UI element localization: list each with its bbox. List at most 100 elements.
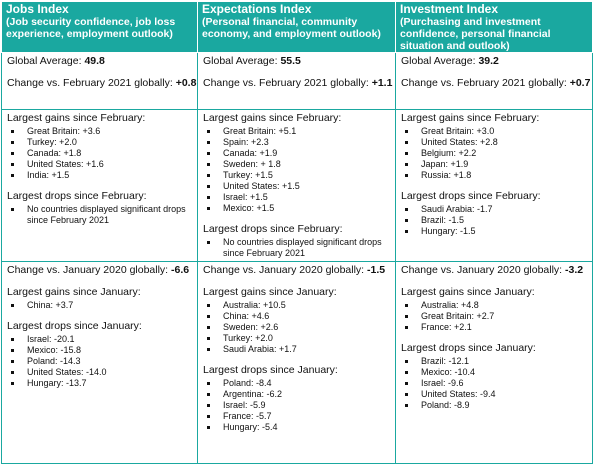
list-item: Saudi Arabia: -1.7: [403, 204, 587, 215]
february-change-label: Change vs. February 2021 globally:: [401, 77, 567, 89]
list-item: United States: +1.5: [205, 181, 390, 192]
list-item: France: -5.7: [205, 411, 390, 422]
list-item: Hungary: -13.7: [9, 378, 192, 389]
jan-gains-list: Australia: +4.8 Great Britain: +2.7 France…: [401, 300, 587, 333]
january-changes-row: Change vs. January 2020 globally: -6.6 La…: [1, 261, 593, 464]
list-item: United States: -9.4: [403, 389, 587, 400]
feb-drops-list: No countries displayed significant drops…: [203, 237, 390, 259]
list-item: France: +2.1: [403, 322, 587, 333]
global-average-label: Global Average:: [203, 55, 278, 67]
list-item: Canada: +1.8: [9, 148, 192, 159]
list-item: Israel: -5.9: [205, 400, 390, 411]
jan-drops-heading: Largest drops since January:: [203, 364, 338, 376]
index-title: Investment Index: [400, 2, 499, 16]
expectations-summary-cell: Global Average: 55.5 Change vs. February …: [197, 52, 396, 110]
list-item: Saudi Arabia: +1.7: [205, 344, 390, 355]
list-item: Japan: +1.9: [403, 159, 587, 170]
feb-gains-heading: Largest gains since February:: [401, 112, 540, 124]
header-row: Jobs Index (Job security confidence, job…: [1, 1, 593, 53]
list-item: Brazil: -12.1: [403, 356, 587, 367]
february-change-value: +0.8: [175, 77, 197, 89]
list-item: No countries displayed significant drops…: [205, 237, 390, 259]
feb-gains-list: Great Britain: +3.6 Turkey: +2.0 Canada: +…: [7, 126, 192, 181]
list-item: Australia: +10.5: [205, 300, 390, 311]
global-average: Global Average: 49.8: [7, 55, 192, 68]
index-subtitle: (Job security confidence, job loss exper…: [6, 16, 176, 40]
list-item: Turkey: +2.0: [205, 333, 390, 344]
february-change: Change vs. February 2021 globally: +1.1: [203, 77, 392, 90]
feb-drops-heading: Largest drops since February:: [401, 190, 541, 202]
investment-index-header: Investment Index (Purchasing and investm…: [395, 1, 593, 53]
jobs-february-cell: Largest gains since February: Great Brita…: [1, 109, 198, 262]
january-change-label: Change vs. January 2020 globally:: [401, 264, 563, 276]
index-title: Expectations Index: [202, 2, 312, 16]
list-item: Australia: +4.8: [403, 300, 587, 311]
january-change-label: Change vs. January 2020 globally:: [203, 264, 365, 276]
feb-gains-list: Great Britain: +3.0 United States: +2.8 Be…: [401, 126, 587, 181]
list-item: United States: +1.6: [9, 159, 192, 170]
list-item: China: +3.7: [9, 300, 192, 311]
jan-gains-heading: Largest gains since January:: [7, 286, 141, 298]
january-change-value: -6.6: [171, 264, 190, 276]
jan-gains-list: China: +3.7: [7, 300, 192, 311]
investment-january-cell: Change vs. January 2020 globally: -3.2 La…: [395, 261, 593, 464]
list-item: Argentina: -6.2: [205, 389, 390, 400]
global-average-value: 55.5: [280, 55, 301, 67]
jan-drops-list: Poland: -8.4 Argentina: -6.2 Israel: -5.9 F…: [203, 378, 390, 433]
list-item: Turkey: +1.5: [205, 170, 390, 181]
feb-gains-heading: Largest gains since February:: [203, 112, 342, 124]
list-item: Hungary: -5.4: [205, 422, 390, 433]
global-average-label: Global Average:: [401, 55, 476, 67]
list-item: Israel: -20.1: [9, 334, 192, 345]
global-average: Global Average: 55.5: [203, 55, 390, 68]
jobs-summary-cell: Global Average: 49.8 Change vs. February …: [1, 52, 198, 110]
expectations-january-cell: Change vs. January 2020 globally: -1.5 La…: [197, 261, 396, 464]
global-average-value: 39.2: [478, 55, 499, 67]
index-subtitle: (Personal financial, community economy, …: [202, 16, 381, 40]
list-item: United States: -14.0: [9, 367, 192, 378]
january-change-label: Change vs. January 2020 globally:: [7, 264, 169, 276]
january-change-value: -3.2: [565, 264, 584, 276]
list-item: Poland: -8.4: [205, 378, 390, 389]
february-change-label: Change vs. February 2021 globally:: [7, 77, 173, 89]
list-item: Russia: +1.8: [403, 170, 587, 181]
list-item: Mexico: -15.8: [9, 345, 192, 356]
jan-gains-heading: Largest gains since January:: [203, 286, 337, 298]
february-change-label: Change vs. February 2021 globally:: [203, 77, 369, 89]
list-item: Belgium: +2.2: [403, 148, 587, 159]
january-change: Change vs. January 2020 globally: -3.2: [401, 264, 587, 277]
january-change: Change vs. January 2020 globally: -6.6: [7, 264, 192, 277]
list-item: Poland: -8.9: [403, 400, 587, 411]
expectations-index-header: Expectations Index (Personal financial, …: [197, 1, 396, 53]
global-average-label: Global Average:: [7, 55, 82, 67]
investment-summary-cell: Global Average: 39.2 Change vs. February …: [395, 52, 593, 110]
list-item: Mexico: +1.5: [205, 203, 390, 214]
jobs-january-cell: Change vs. January 2020 globally: -6.6 La…: [1, 261, 198, 464]
list-item: Great Britain: +3.0: [403, 126, 587, 137]
february-change: Change vs. February 2021 globally: +0.8: [7, 77, 196, 90]
jan-drops-heading: Largest drops since January:: [7, 320, 142, 332]
summary-row: Global Average: 49.8 Change vs. February …: [1, 52, 593, 110]
list-item: Great Britain: +5.1: [205, 126, 390, 137]
investment-february-cell: Largest gains since February: Great Brita…: [395, 109, 593, 262]
feb-drops-list: Saudi Arabia: -1.7 Brazil: -1.5 Hungary: -…: [401, 204, 587, 237]
january-change: Change vs. January 2020 globally: -1.5: [203, 264, 390, 277]
february-changes-row: Largest gains since February: Great Brita…: [1, 109, 593, 262]
feb-drops-heading: Largest drops since February:: [203, 223, 343, 235]
feb-gains-list: Great Britain: +5.1 Spain: +2.3 Canada: +1…: [203, 126, 390, 214]
feb-drops-heading: Largest drops since February:: [7, 190, 147, 202]
index-subtitle: (Purchasing and investment confidence, p…: [400, 16, 551, 52]
jan-drops-list: Israel: -20.1 Mexico: -15.8 Poland: -14.3 U…: [7, 334, 192, 389]
feb-drops-list: No countries displayed significant drops…: [7, 204, 192, 226]
list-item: Poland: -14.3: [9, 356, 192, 367]
global-average: Global Average: 39.2: [401, 55, 587, 68]
jan-drops-heading: Largest drops since January:: [401, 342, 536, 354]
list-item: Great Britain: +3.6: [9, 126, 192, 137]
index-title: Jobs Index: [6, 2, 69, 16]
list-item: China: +4.6: [205, 311, 390, 322]
list-item: Israel: +1.5: [205, 192, 390, 203]
list-item: Great Britain: +2.7: [403, 311, 587, 322]
list-item: India: +1.5: [9, 170, 192, 181]
february-change-value: +0.7: [569, 77, 591, 89]
